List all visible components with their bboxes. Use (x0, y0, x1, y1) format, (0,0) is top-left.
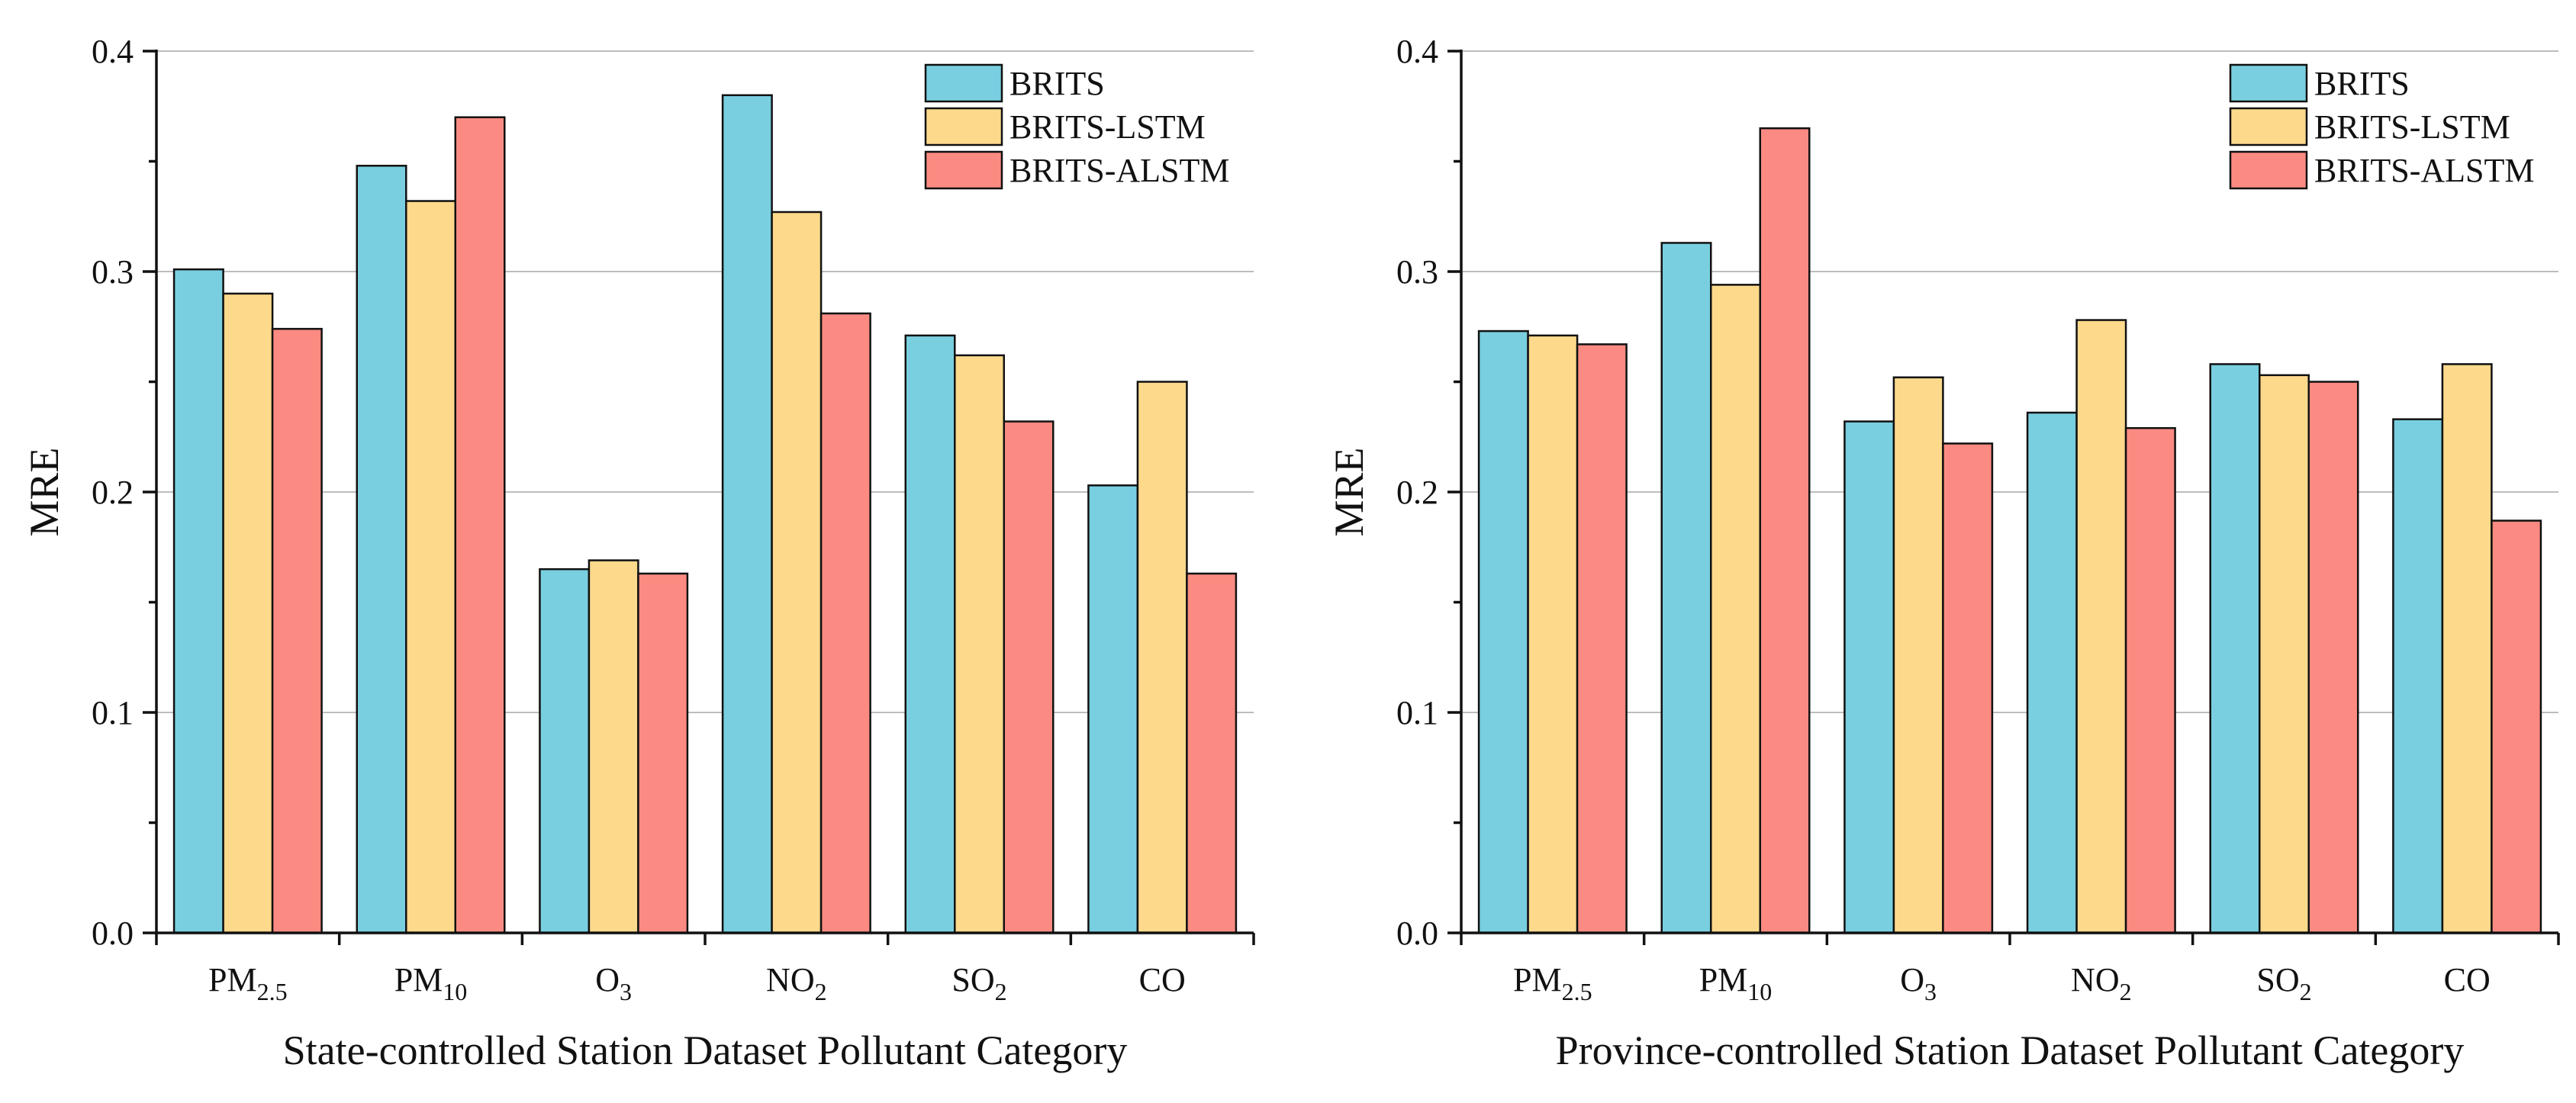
y-axis-title: MRE (21, 447, 67, 536)
legend-swatch-brits (2229, 63, 2308, 103)
bar-brits-alstm-pm2-5 (1576, 343, 1628, 934)
legend-swatch-brits-lstm (2229, 107, 2308, 146)
bar-brits-pm10 (356, 165, 407, 934)
bar-brits-alstm-o3 (637, 572, 689, 934)
legend-label-brits-alstm: BRITS-ALSTM (2314, 152, 2534, 189)
x-tick-label-o3: O3 (1900, 961, 1937, 1005)
bar-brits-no2 (721, 94, 773, 934)
y-tick-label: 0.1 (92, 694, 134, 732)
bar-brits-lstm-so2 (954, 354, 1005, 934)
x-axis-title: State-controlled Station Dataset Polluta… (283, 1027, 1128, 1073)
y-tick-label: 0.0 (92, 915, 134, 952)
bar-brits-lstm-pm10 (405, 200, 456, 934)
bar-brits-co (2392, 418, 2444, 934)
y-axis-title: MRE (1326, 447, 1372, 536)
bar-brits-alstm-no2 (2124, 426, 2176, 934)
x-tick-label-co: CO (1139, 961, 1186, 998)
bar-brits-no2 (2026, 411, 2078, 934)
x-tick-label-pm2-5: PM2.5 (1513, 961, 1592, 1005)
y-tick-label: 0.4 (92, 33, 134, 70)
x-tick-label-o3: O3 (595, 961, 632, 1005)
bar-brits-lstm-so2 (2259, 374, 2310, 934)
bar-brits-lstm-o3 (1892, 376, 1944, 934)
y-tick-label: 0.0 (1396, 915, 1438, 952)
bar-brits-lstm-no2 (771, 211, 823, 934)
legend-label-brits: BRITS (1009, 65, 1105, 102)
x-axis-title: Province-controlled Station Dataset Poll… (1556, 1027, 2465, 1073)
bar-brits-alstm-co (1186, 572, 1238, 934)
x-tick-label-co: CO (2444, 961, 2491, 998)
bar-brits-o3 (539, 568, 591, 934)
bar-brits-so2 (2209, 363, 2261, 934)
bar-brits-alstm-so2 (2307, 381, 2359, 934)
y-tick-label: 0.3 (92, 253, 134, 291)
bar-brits-alstm-pm10 (454, 116, 506, 934)
x-tick-label-pm10: PM10 (1699, 961, 1773, 1005)
bar-brits-lstm-o3 (588, 559, 639, 934)
legend-swatch-brits-lstm (924, 107, 1003, 146)
bar-brits-alstm-so2 (1003, 420, 1055, 934)
x-tick-label-so2: SO2 (2256, 961, 2311, 1005)
legend-label-brits-lstm: BRITS-LSTM (1009, 108, 1206, 146)
bar-brits-alstm-pm10 (1759, 127, 1811, 934)
y-tick-label: 0.1 (1396, 694, 1438, 732)
bar-brits-lstm-co (1136, 381, 1188, 934)
bar-brits-alstm-pm2-5 (271, 327, 323, 934)
chart-province-controlled: 0.0 0.1 0.2 0.3 0.4 PM2.5 PM10 O3 NO2 SO2 CO MRE Pro… (1326, 33, 2560, 1073)
legend-label-brits-lstm: BRITS-LSTM (2314, 108, 2510, 146)
bar-brits-lstm-pm2-5 (1527, 334, 1579, 934)
legend-swatch-brits (924, 63, 1003, 103)
chart-state-controlled: 0.0 0.1 0.2 0.3 0.4 PM2.5 PM10 O3 NO2 SO2 CO MRE Sta… (21, 33, 1255, 1073)
y-tick-label: 0.2 (1396, 474, 1438, 511)
legend-swatch-brits-alstm (924, 150, 1003, 190)
bar-brits-so2 (904, 334, 956, 934)
y-tick-label: 0.3 (1396, 253, 1438, 291)
bar-brits-pm2-5 (1477, 330, 1529, 934)
bar-brits-lstm-co (2441, 363, 2493, 934)
y-tick-label: 0.2 (92, 474, 134, 511)
x-tick-label-no2: NO2 (2071, 961, 2132, 1005)
y-tick-label: 0.4 (1396, 33, 1438, 70)
legend-label-brits: BRITS (2314, 65, 2410, 102)
bar-brits-lstm-pm2-5 (222, 292, 274, 934)
bar-brits-lstm-pm10 (1710, 284, 1761, 934)
bar-brits-alstm-co (2491, 519, 2542, 934)
bar-brits-lstm-no2 (2075, 319, 2127, 934)
x-tick-label-so2: SO2 (952, 961, 1006, 1005)
legend-label-brits-alstm: BRITS-ALSTM (1009, 152, 1229, 189)
x-tick-label-no2: NO2 (766, 961, 827, 1005)
bar-brits-pm10 (1660, 242, 1712, 934)
x-tick-label-pm2-5: PM2.5 (208, 961, 288, 1005)
bar-brits-alstm-o3 (1942, 442, 1994, 934)
bar-brits-alstm-no2 (819, 312, 871, 934)
x-tick-label-pm10: PM10 (394, 961, 468, 1005)
legend-swatch-brits-alstm (2229, 150, 2308, 190)
bar-brits-co (1087, 484, 1139, 934)
bar-brits-o3 (1843, 420, 1895, 934)
bar-brits-pm2-5 (172, 268, 224, 934)
